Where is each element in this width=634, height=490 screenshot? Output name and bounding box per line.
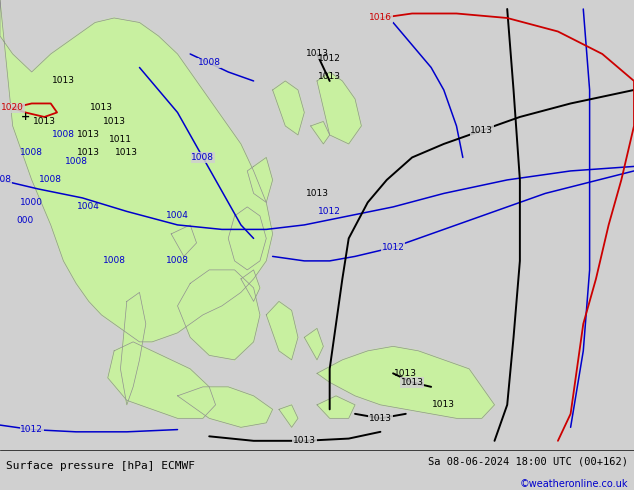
Text: Sa 08-06-2024 18:00 UTC (00+162): Sa 08-06-2024 18:00 UTC (00+162) (428, 457, 628, 467)
Polygon shape (178, 387, 273, 427)
Text: 1008: 1008 (191, 153, 214, 162)
Text: 1013: 1013 (401, 378, 424, 387)
Text: 1008: 1008 (0, 175, 11, 184)
Polygon shape (304, 328, 323, 360)
Text: 1012: 1012 (318, 207, 341, 216)
Text: 1013: 1013 (77, 130, 100, 140)
Text: 1013: 1013 (115, 148, 138, 157)
Text: 1013: 1013 (90, 103, 113, 113)
Polygon shape (317, 396, 355, 418)
Text: 1013: 1013 (293, 436, 316, 445)
Text: 1013: 1013 (77, 148, 100, 157)
Text: 1013: 1013 (33, 117, 56, 126)
Text: 1008: 1008 (20, 148, 43, 157)
Polygon shape (317, 346, 495, 418)
Text: 1013: 1013 (318, 72, 341, 81)
Text: 1008: 1008 (65, 157, 87, 167)
Text: 1020: 1020 (1, 103, 24, 113)
Text: +: + (21, 112, 30, 122)
Polygon shape (228, 207, 266, 270)
Polygon shape (0, 0, 273, 342)
Text: 1004: 1004 (77, 202, 100, 211)
Text: 1013: 1013 (103, 117, 126, 126)
Polygon shape (247, 157, 273, 202)
Text: 1013: 1013 (470, 126, 493, 135)
Polygon shape (108, 342, 216, 418)
Text: 1008: 1008 (103, 256, 126, 266)
Text: 1011: 1011 (109, 135, 132, 144)
Text: 1013: 1013 (52, 76, 75, 85)
Polygon shape (266, 301, 298, 360)
Polygon shape (171, 225, 197, 256)
Text: 1012: 1012 (20, 425, 43, 434)
Text: 1012: 1012 (382, 243, 404, 252)
Text: 1013: 1013 (432, 400, 455, 409)
Text: 1004: 1004 (166, 211, 189, 220)
Text: 1008: 1008 (52, 130, 75, 140)
Polygon shape (178, 270, 260, 360)
Text: 1012: 1012 (318, 54, 341, 63)
Text: 1013: 1013 (369, 414, 392, 423)
Text: 1008: 1008 (198, 58, 221, 68)
Text: 1008: 1008 (39, 175, 62, 184)
Polygon shape (317, 72, 361, 144)
Polygon shape (120, 293, 146, 405)
Text: 1000: 1000 (20, 198, 43, 207)
Text: ©weatheronline.co.uk: ©weatheronline.co.uk (519, 479, 628, 489)
Text: Surface pressure [hPa] ECMWF: Surface pressure [hPa] ECMWF (6, 461, 195, 471)
Text: 1016: 1016 (369, 14, 392, 23)
Text: 1013: 1013 (306, 49, 328, 58)
Text: 1013: 1013 (306, 189, 328, 198)
Text: 1008: 1008 (166, 256, 189, 266)
Polygon shape (273, 81, 304, 135)
Polygon shape (241, 270, 260, 301)
Text: 1013: 1013 (394, 369, 417, 378)
Text: 000: 000 (16, 216, 34, 225)
Polygon shape (311, 122, 330, 144)
Polygon shape (279, 405, 298, 427)
